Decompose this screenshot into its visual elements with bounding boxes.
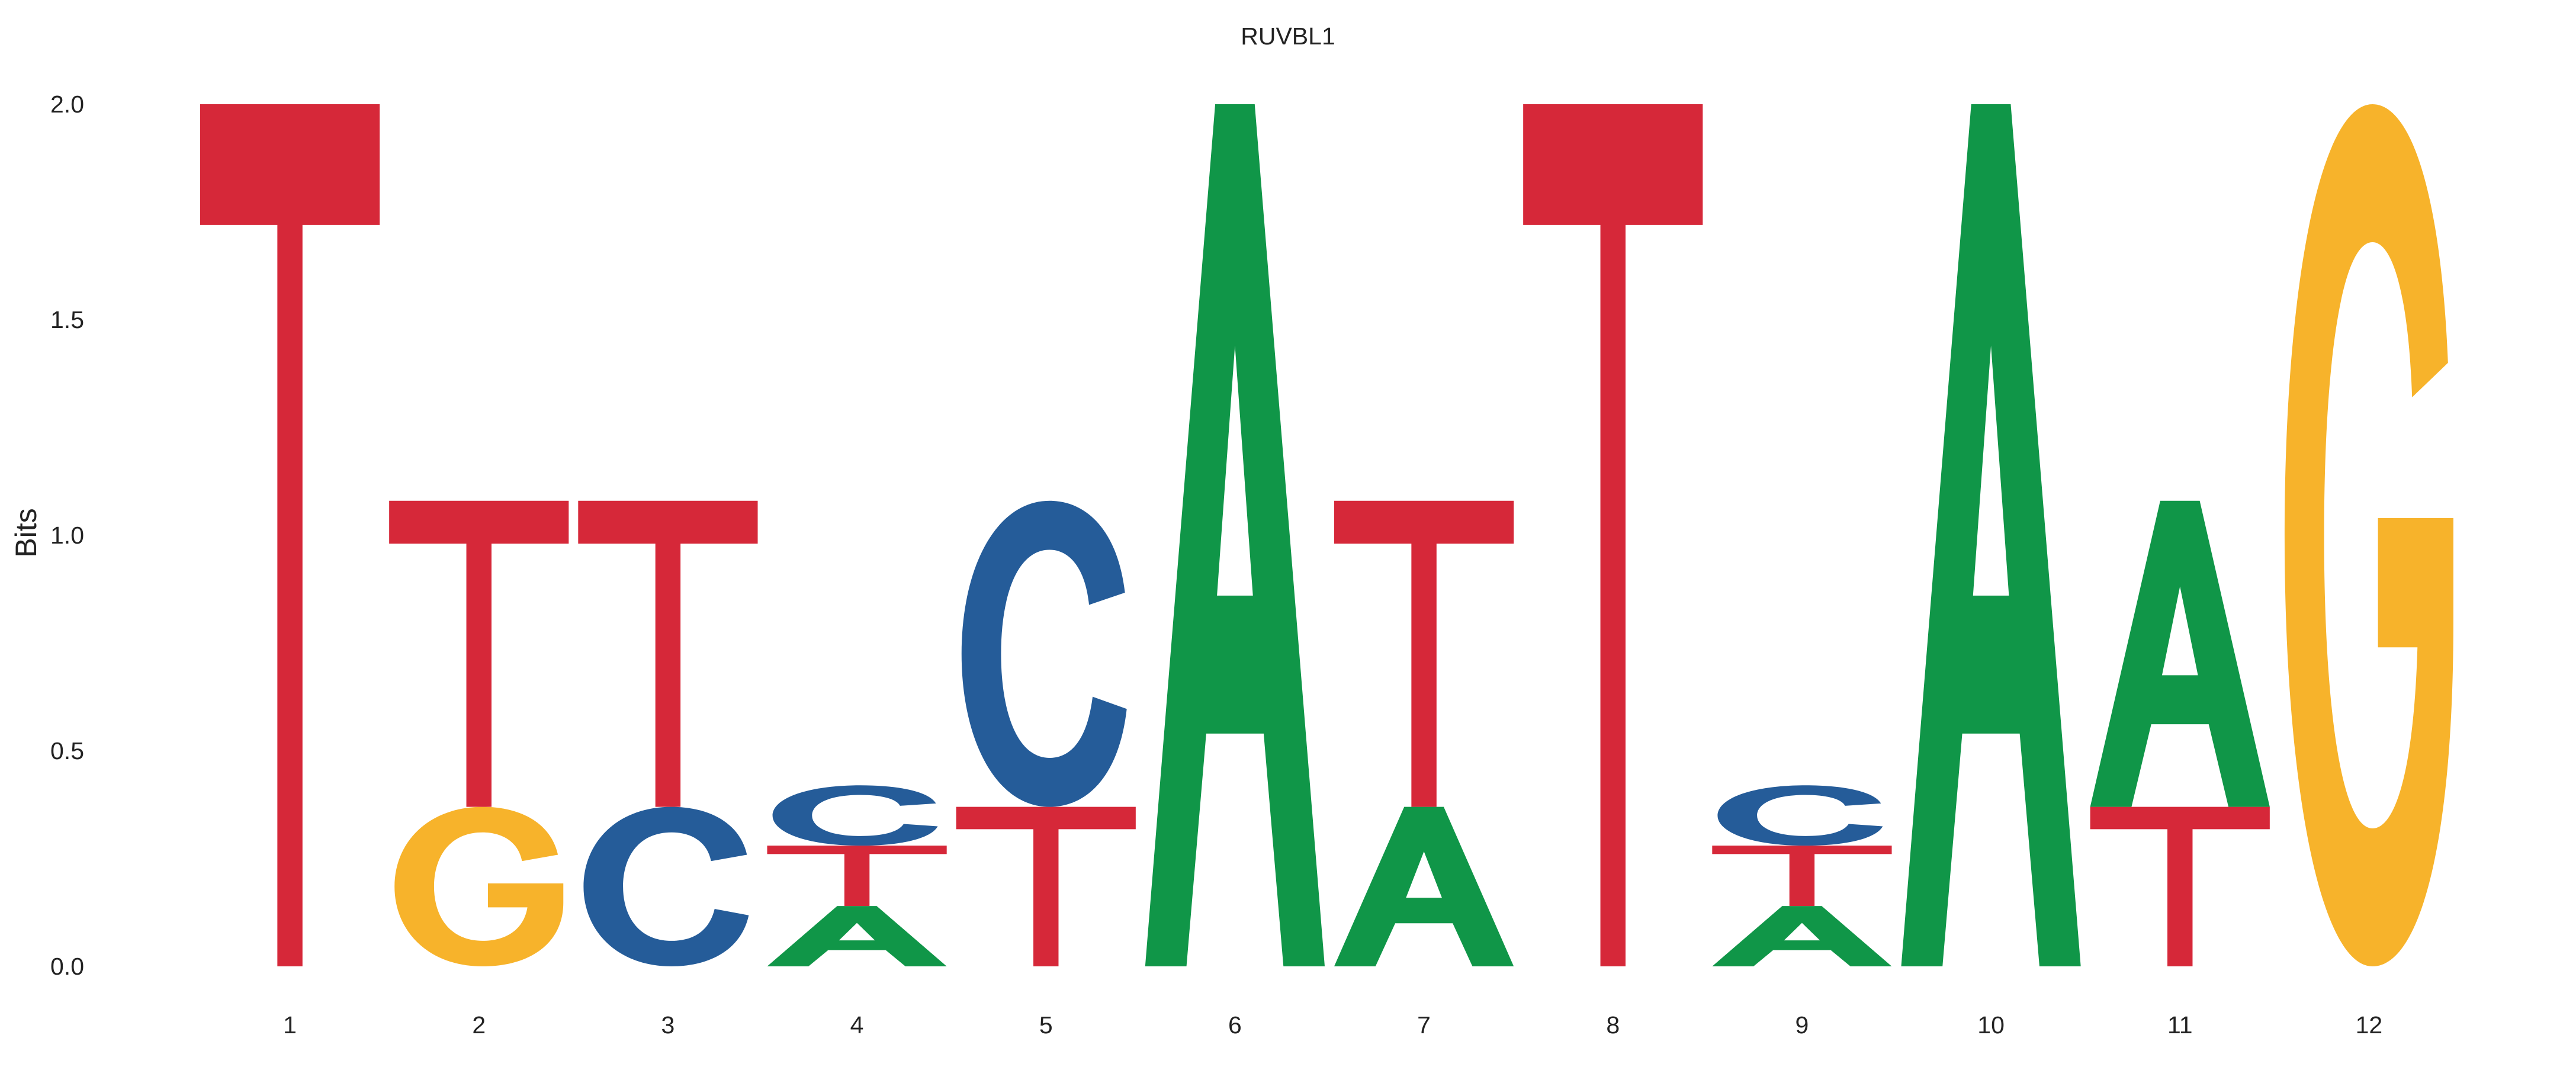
y-tick-label: 1.5 — [50, 306, 84, 333]
letter-A-pos-10 — [1901, 104, 2081, 966]
letter-T-pos-3 — [578, 500, 758, 807]
x-tick-label: 5 — [1039, 1011, 1053, 1039]
position-stack-1 — [200, 104, 380, 966]
position-stack-5 — [956, 500, 1136, 966]
x-tick-label: 4 — [850, 1011, 864, 1039]
position-stack-6 — [1145, 104, 1325, 966]
position-stack-9 — [1712, 785, 1892, 966]
y-tick-label: 1.0 — [50, 522, 84, 549]
letter-A-pos-9 — [1712, 906, 1892, 966]
letter-A-pos-6 — [1145, 104, 1325, 966]
letter-T-pos-4 — [767, 846, 947, 907]
y-tick-label: 2.0 — [50, 91, 84, 118]
x-tick-label: 10 — [1977, 1011, 2005, 1039]
x-tick-label: 11 — [2167, 1011, 2193, 1039]
position-stack-12 — [2284, 104, 2453, 966]
x-tick-label: 7 — [1417, 1011, 1431, 1039]
letter-C-pos-5 — [961, 500, 1127, 807]
letter-C-pos-4 — [772, 785, 938, 846]
letter-T-pos-2 — [389, 500, 569, 807]
x-tick-label: 8 — [1606, 1011, 1620, 1039]
letter-C-pos-9 — [1717, 785, 1883, 846]
position-stack-8 — [1523, 104, 1703, 966]
letter-T-pos-11 — [2090, 806, 2270, 966]
letter-T-pos-9 — [1712, 846, 1892, 907]
x-tick-label: 2 — [472, 1011, 486, 1039]
position-stack-7 — [1334, 500, 1514, 966]
position-stack-2 — [389, 500, 569, 966]
x-tick-label: 6 — [1228, 1011, 1242, 1039]
position-stack-3 — [578, 500, 758, 966]
letter-T-pos-1 — [200, 104, 380, 966]
x-axis-ticks: 1 2 3 4 5 6 7 8 9 10 11 12 — [283, 1011, 2382, 1039]
letter-stacks — [200, 104, 2453, 966]
letter-G-pos-12 — [2284, 104, 2453, 966]
letter-C-pos-3 — [583, 806, 749, 966]
letter-A-pos-4 — [767, 906, 947, 966]
position-stack-11 — [2090, 500, 2270, 966]
letter-T-pos-8 — [1523, 104, 1703, 966]
x-tick-label: 3 — [661, 1011, 675, 1039]
x-tick-label: 1 — [283, 1011, 297, 1039]
x-tick-label: 12 — [2356, 1011, 2383, 1039]
position-stack-10 — [1901, 104, 2081, 966]
y-tick-label: 0.0 — [50, 953, 84, 980]
y-tick-label: 0.5 — [50, 737, 84, 764]
letter-G-pos-2 — [394, 806, 564, 966]
y-axis-ticks: 0.0 0.5 1.0 1.5 2.0 — [50, 91, 84, 980]
letter-T-pos-5 — [956, 806, 1136, 966]
letter-T-pos-7 — [1334, 500, 1514, 807]
position-stack-4 — [767, 785, 947, 966]
letter-A-pos-7 — [1334, 806, 1514, 966]
chart-title: RUVBL1 — [1241, 23, 1335, 50]
x-tick-label: 9 — [1796, 1011, 1809, 1039]
letter-A-pos-11 — [2090, 500, 2270, 807]
